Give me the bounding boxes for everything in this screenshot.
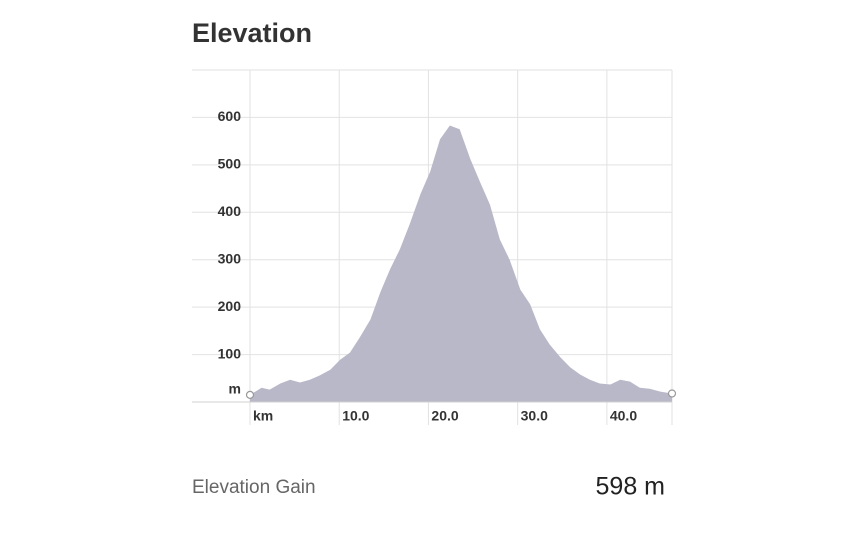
x-tick-label: 10.0 — [342, 408, 369, 424]
y-tick-label: 100 — [218, 345, 242, 361]
y-axis-unit: m — [229, 381, 241, 397]
y-tick-label: 300 — [218, 250, 242, 266]
endpoint-marker — [245, 390, 255, 399]
y-tick-label: 600 — [218, 108, 242, 124]
y-tick-label: 500 — [218, 156, 242, 172]
chart-title: Elevation — [192, 18, 312, 48]
x-tick-label: 30.0 — [521, 408, 548, 424]
x-tick-label: 40.0 — [610, 408, 637, 424]
endpoint-marker — [667, 389, 677, 398]
y-tick-label: 400 — [218, 203, 242, 219]
x-tick-label: 20.0 — [431, 408, 458, 424]
stat-value: 598 m — [596, 473, 665, 501]
y-tick-label: 200 — [218, 298, 242, 314]
elevation-area — [250, 125, 672, 403]
stat-label: Elevation Gain — [192, 477, 316, 498]
x-axis-unit: km — [253, 408, 273, 424]
